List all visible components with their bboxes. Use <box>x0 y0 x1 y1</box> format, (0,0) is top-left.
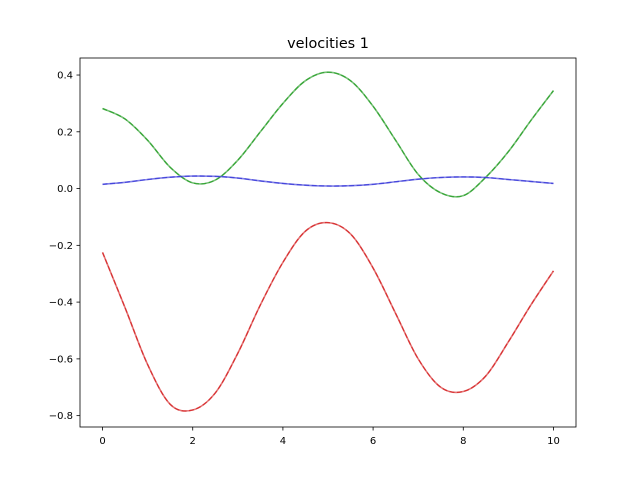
y-tick-label: 0.0 <box>57 184 73 195</box>
x-tick-label: 2 <box>190 436 196 447</box>
x-tick-label: 8 <box>460 436 466 447</box>
plot-frame <box>79 57 577 428</box>
chart-title: velocities 1 <box>287 36 369 52</box>
y-tick-label: 0.4 <box>57 71 73 82</box>
series-dashed-line-2 <box>102 175 554 187</box>
y-tick-label: −0.8 <box>49 411 73 422</box>
series-dashed-line-3 <box>101 221 554 412</box>
y-tick-label: −0.4 <box>49 298 73 309</box>
x-tick-label: 4 <box>280 436 286 447</box>
series-layer <box>101 71 555 412</box>
x-tick-label: 6 <box>370 436 376 447</box>
x-tick-label: 10 <box>547 436 560 447</box>
y-tick-label: −0.2 <box>49 241 73 252</box>
y-tick-label: 0.2 <box>57 127 73 138</box>
x-tick-label: 0 <box>99 436 105 447</box>
axes-layer: 0 2 4 6 8 10 −0.8 −0.6 −0.4 −0.2 0.0 0.2 0.4 <box>49 71 560 447</box>
y-tick-label: −0.6 <box>49 354 73 365</box>
series-dashed-line-1 <box>102 71 554 198</box>
